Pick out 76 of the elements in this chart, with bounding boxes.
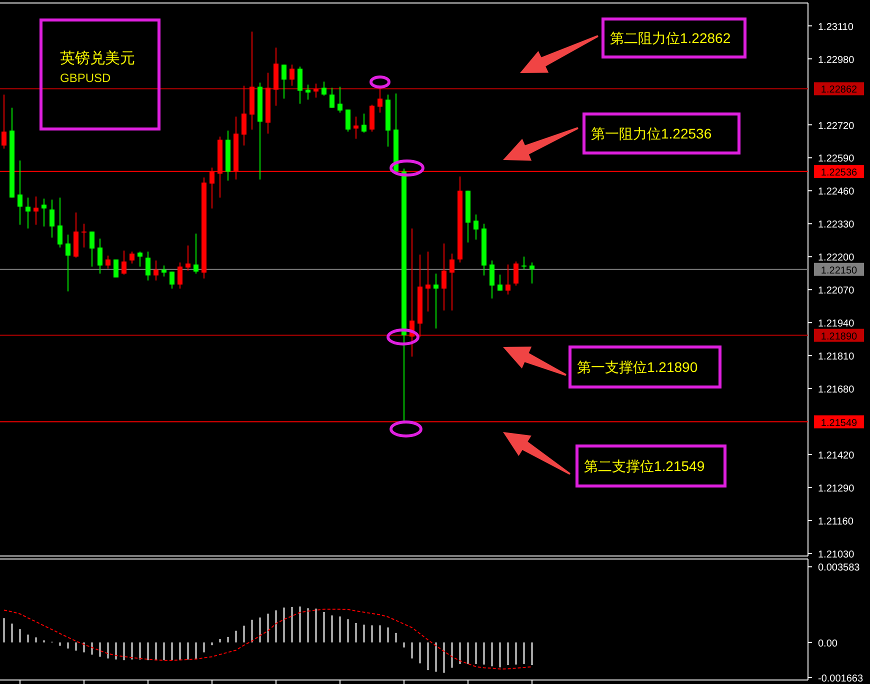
candlestick [290, 64, 294, 86]
ref-line-label: 1.22150 [820, 265, 858, 276]
ref-line-label: 1.21890 [820, 331, 858, 342]
candlestick [330, 87, 334, 108]
candlestick [506, 264, 510, 295]
y-tick-label: 1.22590 [818, 154, 855, 165]
y-tick-label: 1.21420 [818, 450, 855, 462]
y-tick-label: 1.22070 [818, 286, 855, 297]
candlestick [186, 245, 190, 272]
candlestick [362, 113, 366, 134]
candlestick [490, 260, 494, 300]
y-tick-label: 1.22460 [818, 186, 855, 198]
candlestick [90, 231, 94, 268]
y-tick-label: 1.22200 [818, 252, 855, 264]
candlestick [530, 262, 534, 284]
candlestick [378, 86, 382, 114]
text: 英镑兑美元 [60, 50, 135, 67]
candlestick [370, 104, 374, 132]
y-tick-label: 1.21160 [818, 516, 854, 528]
candlestick [82, 223, 86, 248]
text: GBPUSD [60, 71, 112, 85]
candlestick [122, 250, 126, 276]
y-tick-label: 1.21680 [818, 384, 855, 396]
candlestick [34, 196, 38, 226]
candlestick [298, 66, 302, 104]
y-tick-label: 1.23110 [818, 22, 854, 33]
candlestick [242, 85, 246, 146]
candlestick [138, 251, 142, 268]
candlestick [322, 81, 326, 96]
candlestick [514, 260, 518, 286]
y-tick-label: -0.001663 [818, 674, 864, 684]
candlestick [42, 198, 46, 227]
candlestick [338, 86, 342, 114]
line-series [4, 608, 532, 670]
y-tick-label: 1.22980 [818, 54, 855, 66]
candlestick [146, 251, 150, 282]
candlestick [474, 214, 478, 240]
candlestick [522, 256, 526, 270]
candlestick [162, 265, 166, 277]
annotation: 第一支撑位1.21890 [577, 359, 698, 375]
candlestick [442, 242, 446, 311]
candlestick [50, 199, 54, 238]
candlestick [154, 260, 158, 282]
y-tick-label: 1.21030 [818, 549, 855, 560]
candlestick [354, 116, 358, 140]
y-tick-label: 1.22720 [818, 120, 855, 132]
ref-line-label: 1.22862 [820, 84, 858, 96]
candlestick [450, 253, 454, 311]
candlestick [2, 94, 6, 150]
candlestick [434, 273, 438, 329]
candlestick [26, 197, 30, 230]
y-tick-label: 0.003583 [818, 562, 860, 574]
candlestick [130, 251, 134, 264]
annotation: 第二支撑位1.21549 [584, 458, 705, 474]
candlestick [178, 262, 182, 290]
candlestick [282, 64, 286, 100]
y-tick-label: 1.21290 [818, 484, 855, 495]
candlestick [426, 251, 430, 312]
candlestick [170, 271, 174, 290]
annotation: 第一阻力位1.22536 [591, 126, 712, 142]
candlestick [98, 238, 102, 274]
y-tick-label: 0.00 [818, 638, 838, 650]
ref-line-label: 1.21549 [820, 418, 858, 429]
ref-line-label: 1.22536 [820, 167, 858, 178]
candlestick [194, 233, 198, 274]
y-tick-label: 1.21810 [818, 352, 855, 363]
candlestick [498, 274, 502, 292]
candlestick [314, 83, 318, 98]
annotation: 第二阻力位1.22862 [610, 30, 731, 46]
y-tick-label: 1.21940 [818, 318, 855, 330]
candlestick [106, 255, 110, 270]
candlestick [66, 234, 70, 292]
y-tick-label: 1.22330 [818, 220, 855, 231]
candlestick [18, 160, 22, 226]
candlestick [58, 197, 62, 248]
candlestick [346, 109, 350, 132]
